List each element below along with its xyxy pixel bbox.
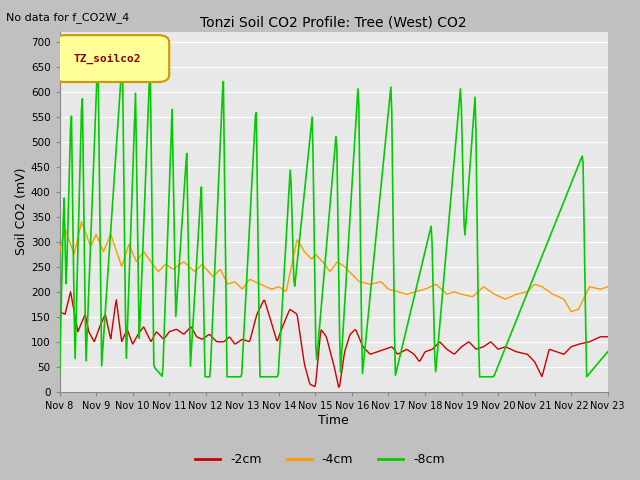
-4cm bbox=[56, 249, 63, 254]
Text: No data for f_CO2W_4: No data for f_CO2W_4 bbox=[6, 12, 130, 23]
-2cm bbox=[56, 309, 63, 314]
Line: -2cm: -2cm bbox=[60, 292, 608, 387]
-2cm bbox=[67, 289, 74, 295]
-4cm bbox=[198, 262, 205, 268]
-4cm bbox=[469, 293, 477, 299]
Line: -8cm: -8cm bbox=[60, 57, 608, 377]
Y-axis label: Soil CO2 (mV): Soil CO2 (mV) bbox=[15, 168, 28, 255]
-4cm bbox=[154, 268, 161, 274]
Title: Tonzi Soil CO2 Profile: Tree (West) CO2: Tonzi Soil CO2 Profile: Tree (West) CO2 bbox=[200, 15, 467, 29]
-2cm bbox=[335, 384, 342, 390]
-2cm bbox=[381, 347, 388, 352]
-8cm bbox=[56, 374, 63, 380]
Text: TZ_soilco2: TZ_soilco2 bbox=[73, 53, 141, 64]
-8cm bbox=[94, 54, 102, 60]
-4cm bbox=[604, 284, 612, 289]
-4cm bbox=[567, 309, 575, 314]
-8cm bbox=[198, 184, 205, 190]
-2cm bbox=[305, 376, 312, 382]
-4cm bbox=[305, 253, 312, 259]
Line: -4cm: -4cm bbox=[60, 222, 608, 312]
-8cm bbox=[422, 242, 430, 248]
-2cm bbox=[470, 344, 478, 350]
-2cm bbox=[198, 336, 205, 342]
-8cm bbox=[469, 120, 477, 125]
-2cm bbox=[424, 348, 431, 354]
-8cm bbox=[305, 150, 312, 156]
-2cm bbox=[604, 334, 612, 340]
FancyBboxPatch shape bbox=[54, 35, 169, 82]
-8cm bbox=[380, 158, 387, 164]
-4cm bbox=[422, 286, 430, 291]
Legend: -2cm, -4cm, -8cm: -2cm, -4cm, -8cm bbox=[190, 448, 450, 471]
-8cm bbox=[154, 368, 161, 374]
-8cm bbox=[604, 349, 612, 355]
X-axis label: Time: Time bbox=[318, 414, 349, 427]
-2cm bbox=[154, 330, 161, 336]
-4cm bbox=[77, 219, 85, 225]
-4cm bbox=[380, 281, 387, 287]
